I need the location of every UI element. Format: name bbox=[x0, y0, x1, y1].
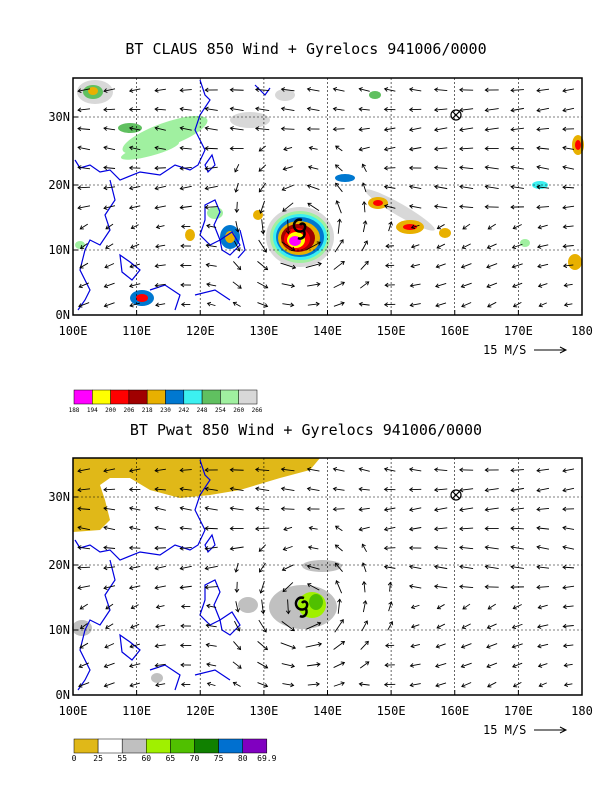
x-tick-label: 100E bbox=[59, 704, 88, 718]
colorbar-label: 194 bbox=[87, 407, 98, 414]
x-tick-label: 170E bbox=[504, 324, 533, 338]
colorbar-label: 206 bbox=[123, 407, 134, 414]
colorbar-label: 75 bbox=[214, 754, 224, 763]
y-tick-label: 20N bbox=[48, 558, 70, 572]
colorbar-label: 248 bbox=[197, 407, 208, 414]
x-axis-ticks: 100E 110E 120E 130E 140E 150E 160E 170E 180 bbox=[59, 310, 593, 338]
lat-lon-grid bbox=[73, 458, 582, 695]
colorbar-label: 0 bbox=[72, 754, 77, 763]
y-axis-ticks: 0N 10N 20N 30N bbox=[48, 490, 78, 702]
x-tick-label: 150E bbox=[377, 324, 406, 338]
x-tick-label: 140E bbox=[313, 324, 342, 338]
colorbar-swatch bbox=[92, 389, 111, 405]
precipitable-water-field bbox=[72, 458, 342, 683]
colorbar-swatch bbox=[194, 738, 219, 754]
x-tick-label: 110E bbox=[122, 324, 151, 338]
colorbar-swatch bbox=[97, 738, 123, 754]
typhoon-symbol bbox=[292, 218, 307, 240]
colorbar-label: 230 bbox=[160, 407, 171, 414]
x-tick-label: 150E bbox=[377, 704, 406, 718]
x-tick-label: 100E bbox=[59, 324, 88, 338]
coastline bbox=[74, 459, 241, 691]
x-tick-label: 180 bbox=[571, 704, 593, 718]
wind-vectors bbox=[77, 87, 575, 308]
colorbar-swatch bbox=[73, 389, 93, 405]
colorbar-label: 200 bbox=[105, 407, 116, 414]
x-tick-label: 120E bbox=[186, 324, 215, 338]
y-tick-label: 10N bbox=[48, 243, 70, 257]
colorbar: 188 194 200 206 218 230 242 248 254 260 266 bbox=[69, 389, 263, 414]
colorbar-swatch bbox=[242, 738, 268, 754]
x-tick-label: 160E bbox=[440, 704, 469, 718]
x-tick-label: 180 bbox=[571, 324, 593, 338]
colorbar-label: 260 bbox=[233, 407, 244, 414]
colorbar-label: 242 bbox=[178, 407, 189, 414]
colorbar-label: 188 bbox=[69, 407, 80, 414]
colorbar-swatch bbox=[146, 389, 166, 405]
x-tick-label: 160E bbox=[440, 324, 469, 338]
typhoon-symbol bbox=[294, 596, 309, 618]
colorbar-swatch bbox=[201, 389, 221, 405]
y-tick-label: 20N bbox=[48, 178, 70, 192]
y-tick-label: 0N bbox=[56, 308, 70, 322]
colorbar-swatch bbox=[183, 389, 203, 405]
bottom-map-panel: 100E 110E 120E 130E 140E 150E 160E 170E 180 0N10… bbox=[48, 457, 593, 763]
colorbar-swatch bbox=[170, 738, 195, 754]
y-tick-label: 30N bbox=[48, 490, 70, 504]
colorbar-label: 70 bbox=[190, 754, 200, 763]
colorbar: 0 25 55 60 65 70 75 80 69.9 bbox=[72, 738, 277, 763]
colorbar-label: 55 bbox=[117, 754, 127, 763]
x-tick-label: 140E bbox=[313, 704, 342, 718]
colorbar-label: 218 bbox=[142, 407, 153, 414]
x-tick-label: 110E bbox=[122, 704, 151, 718]
colorbar-swatch bbox=[165, 389, 185, 405]
colorbar-swatch bbox=[146, 738, 171, 754]
colorbar-label: 25 bbox=[93, 754, 103, 763]
vector-scale-label: 15 M/S bbox=[483, 723, 526, 737]
colorbar-label: 254 bbox=[215, 407, 226, 414]
gyre-location-marker bbox=[450, 489, 462, 501]
x-tick-label: 120E bbox=[186, 704, 215, 718]
colorbar-swatch bbox=[73, 738, 99, 754]
vector-scale-arrow bbox=[534, 726, 568, 734]
top-panel-title: BT CLAUS 850 Wind + Gyrelocs 941006/0000 bbox=[125, 40, 487, 58]
vector-scale-label: 15 M/S bbox=[483, 343, 526, 357]
colorbar-swatch bbox=[220, 389, 239, 405]
colorbar-swatch bbox=[128, 389, 148, 405]
colorbar-swatch bbox=[218, 738, 243, 754]
y-tick-label: 10N bbox=[48, 623, 70, 637]
colorbar-label: 65 bbox=[166, 754, 176, 763]
x-tick-label: 130E bbox=[249, 324, 278, 338]
x-axis-ticks: 100E 110E 120E 130E 140E 150E 160E 170E 180 bbox=[59, 690, 593, 718]
vector-scale-arrow bbox=[534, 346, 568, 354]
colorbar-swatch bbox=[121, 738, 147, 754]
x-tick-label: 170E bbox=[504, 704, 533, 718]
top-map-panel: 100E 110E 120E 130E 140E 150E 160E 170E 180 0N10… bbox=[48, 77, 593, 414]
wind-vectors bbox=[77, 467, 575, 688]
colorbar-label: 60 bbox=[141, 754, 151, 763]
y-tick-label: 30N bbox=[48, 110, 70, 124]
y-tick-label: 0N bbox=[56, 688, 70, 702]
lat-lon-grid bbox=[73, 78, 582, 315]
y-axis-ticks: 0N 10N 20N 30N bbox=[48, 110, 78, 322]
colorbar-label: 80 bbox=[238, 754, 248, 763]
gyre-location-marker bbox=[450, 109, 462, 121]
colorbar-swatch bbox=[238, 389, 258, 405]
colorbar-swatch bbox=[110, 389, 130, 405]
bottom-panel-title: BT Pwat 850 Wind + Gyrelocs 941006/0000 bbox=[129, 421, 483, 439]
colorbar-label: 266 bbox=[252, 407, 263, 414]
x-tick-label: 130E bbox=[249, 704, 278, 718]
colorbar-label: 69.9 bbox=[257, 754, 276, 763]
